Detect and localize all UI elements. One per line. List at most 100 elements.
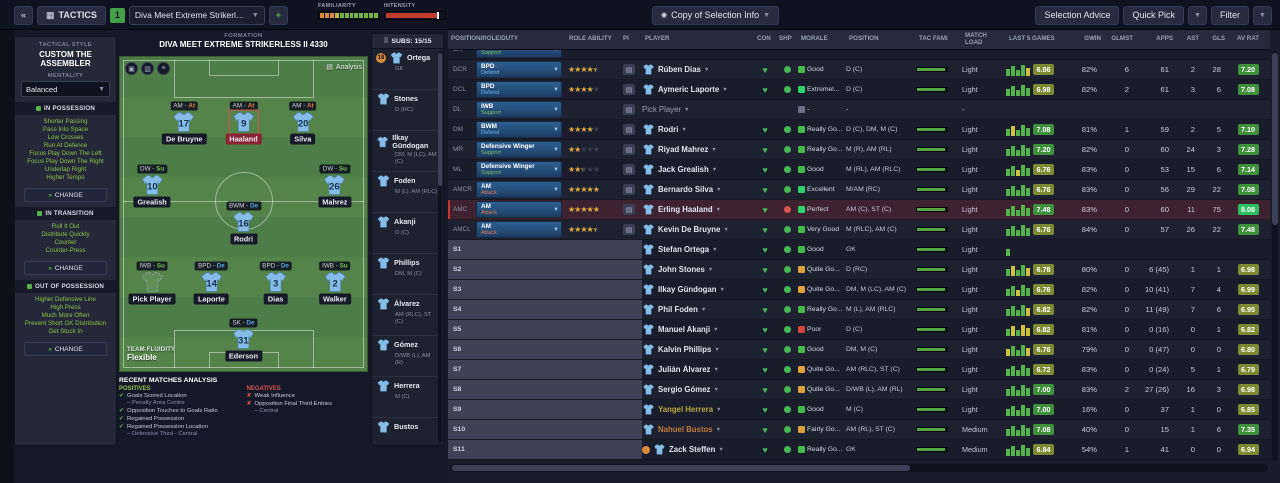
player-instructions-icon[interactable]: ▤ [623,144,635,155]
selection-advice-button[interactable]: Selection Advice [1035,5,1120,25]
squad-row-zack-steffen[interactable]: S11 Zack Steffen ▼ ♥ Really Go... GK Medi… [448,440,1270,460]
squad-row-pick-player[interactable]: DL IWB Support ▼ ▤ Pick Player ▼ - - - [448,100,1270,120]
column-header-position[interactable]: POSITION [849,35,879,43]
player-instructions-icon[interactable]: ▤ [623,64,635,75]
change-button[interactable]: » CHANGE [24,342,107,356]
squad-row-nahuel-bustos[interactable]: S10 Nahuel Bustos ▼ ♥ Fairly Go... AM (RL… [448,420,1270,440]
player-instructions-icon[interactable]: ▤ [623,204,635,215]
player-cell[interactable]: Rúben Dias ▼ [642,60,754,79]
vertical-scrollbar[interactable] [1272,51,1278,461]
squad-row-erling-haaland[interactable]: AMC AM Attack ▼ ★★★★★ ★★★★★ ▤ Erling Haalan… [448,200,1270,220]
subs-scrollbar[interactable] [438,51,442,443]
player-instructions-icon[interactable]: ▤ [623,84,635,95]
formation-player-ederson[interactable]: SK - De 31 Ederson [224,318,263,362]
squad-row-bernardo-silva[interactable]: AMCR AM Attack ▼ ★★★★★ ★★★★★ ▤ Bernardo Sil… [448,180,1270,200]
squad-row-juli-n-lvarez[interactable]: S7 Julián Álvarez ▼ ♥ Quite Go... AM (RLC… [448,360,1270,380]
squad-row-manuel-akanji[interactable]: S5 Manuel Akanji ▼ ♥ Poor D (C) Light 6.8… [448,320,1270,340]
column-header-morale[interactable]: MORALE [801,35,828,43]
column-header-apps[interactable]: APPS [1156,35,1173,43]
subs-item-stones[interactable]: Stones D (RC) [372,90,443,131]
tactics-pitch[interactable]: ▣ ▥ ≡ ▤ Analysis TEAM FLUIDITY Flexible A… [119,56,368,372]
formation-player-rodri[interactable]: BWM - De 16 Rodri [225,201,262,245]
column-header-position-role-duty[interactable]: POSITION/ROLE/DUTY [451,35,519,43]
tactics-tab[interactable]: ▦ TACTICS [37,5,106,25]
column-header-role-ability[interactable]: ROLE ABILITY [569,35,612,43]
column-header-tac-fami[interactable]: TAC FAMI [919,35,948,43]
column-header-glmst[interactable]: GLMST [1111,35,1133,43]
subs-item-akanji[interactable]: Akanji D (C) [372,213,443,254]
formation-player-grealish[interactable]: DW - Su 10 Grealish [133,164,171,208]
player-cell[interactable]: Rodri ▼ [642,120,754,139]
subs-item-g-mez[interactable]: Gómez D/WB (L), AM (R) [372,336,443,377]
player-instructions-icon[interactable]: ▤ [623,164,635,175]
player-cell[interactable]: Riyad Mahrez ▼ [642,140,754,159]
squad-row-phil-foden[interactable]: S4 Phil Foden ▼ ♥ Really Go... M (L), AM … [448,300,1270,320]
subs-item--lvarez[interactable]: Álvarez AM (RLC), ST (C) [372,295,443,336]
player-cell[interactable]: Aymeric Laporte ▼ [642,80,754,99]
filter-dropdown-button[interactable]: ▼ [1253,5,1272,25]
player-instructions-icon[interactable]: ▤ [623,184,635,195]
role-dropdown[interactable]: AM Attack ▼ [476,201,562,218]
analysis-toggle[interactable]: ▤ Analysis [326,63,362,72]
back-button[interactable]: « [14,5,33,25]
quick-pick-button[interactable]: Quick Pick [1123,5,1184,25]
formation-player-silva[interactable]: AM - At 20 Silva [288,101,317,145]
copy-selection-info-dropdown[interactable]: ◉ Copy of Selection Info ▼ [652,5,780,25]
column-header-player[interactable]: PLAYER [645,35,670,43]
options-icon[interactable]: ≡ [157,62,170,75]
player-cell[interactable]: Kalvin Phillips ▼ [642,340,754,359]
player-cell[interactable]: Zack Steffen ▼ [642,440,754,459]
player-cell[interactable]: Phil Foden ▼ [642,300,754,319]
squad-row-yangel-herrera[interactable]: S9 Yangel Herrera ▼ ♥ Good M (C) Light 7.… [448,400,1270,420]
column-header-pi[interactable]: PI [623,35,629,43]
squad-row-john-stones[interactable]: S2 John Stones ▼ ♥ Quite Go... D (RC) Lig… [448,260,1270,280]
subs-item-phillips[interactable]: Phillips DM, M (C) [372,254,443,295]
tactic-selector-dropdown[interactable]: Diva Meet Extreme Strikerless... ▼ [128,5,265,25]
player-cell[interactable]: Sergio Gómez ▼ [642,380,754,399]
role-dropdown[interactable]: Defensive Winger Support ▼ [476,161,562,178]
formation-player-laporte[interactable]: BPD - De 14 Laporte [193,261,229,305]
player-cell[interactable]: Stefan Ortega ▼ [642,240,754,259]
player-cell[interactable]: Manuel Akanji ▼ [642,320,754,339]
filter-button[interactable]: Filter [1211,5,1249,25]
kit-icon[interactable]: ▣ [125,62,138,75]
column-header-con[interactable]: CON [757,35,771,43]
column-header-last-5-games[interactable]: LAST 5 GAMES [1009,35,1055,43]
player-instructions-icon[interactable]: ▤ [623,124,635,135]
subs-item-bustos[interactable]: Bustos [372,418,443,445]
player-cell[interactable]: Kevin De Bruyne ▼ [642,220,754,239]
player-instructions-icon[interactable]: ▤ [623,224,635,235]
role-dropdown[interactable]: BPD Defend ▼ [476,81,562,98]
player-cell[interactable]: John Stones ▼ [642,260,754,279]
formation-player-haaland[interactable]: AM - At 9 Haaland [225,101,262,145]
player-cell[interactable] [642,50,754,59]
squad-row-ilkay-g-ndogan[interactable]: S3 Ilkay Gündogan ▼ ♥ Quite Go... DM, M (… [448,280,1270,300]
column-header-ast[interactable]: AST [1186,35,1199,43]
player-cell[interactable]: Pick Player ▼ [642,105,690,114]
role-dropdown[interactable]: AM Attack ▼ [476,221,562,238]
horizontal-scrollbar[interactable] [450,464,1268,472]
subs-item-ilkay-g-ndogan[interactable]: Ilkay Gündogan DM, M (LC), AM (C) [372,131,443,172]
formation-player-dias[interactable]: BPD - De 3 Dias [259,261,292,305]
column-header-shp[interactable]: SHP [779,35,792,43]
mentality-dropdown[interactable]: Balanced ▼ [21,81,110,97]
subs-item-herrera[interactable]: Herrera M (C) [372,377,443,418]
player-cell[interactable]: Julián Álvarez ▼ [642,360,754,379]
quick-pick-dropdown-button[interactable]: ▼ [1188,5,1207,25]
player-cell[interactable]: Bernardo Silva ▼ [642,180,754,199]
add-tactic-button[interactable]: + [268,5,288,25]
column-header-match-load[interactable]: MATCH LOAD [965,31,987,46]
column-header-gwin[interactable]: GWIN [1084,35,1101,43]
stats-icon[interactable]: ▥ [141,62,154,75]
player-cell[interactable]: Nahuel Bustos ▼ [642,420,754,439]
formation-player-walker[interactable]: IWB - Su 2 Walker [319,261,351,305]
player-instructions-icon[interactable]: ▤ [623,104,635,115]
